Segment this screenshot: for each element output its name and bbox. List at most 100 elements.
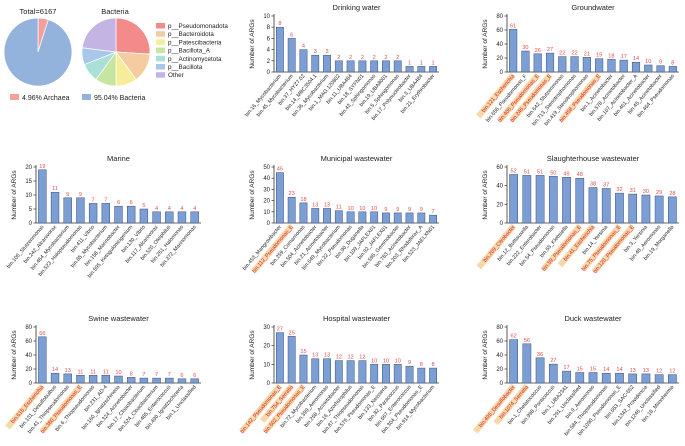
y-tick-label: 0 bbox=[29, 381, 33, 387]
bar bbox=[558, 56, 567, 73]
y-tick-label: 30 bbox=[263, 325, 270, 331]
bar bbox=[50, 372, 60, 384]
value-label: 10 bbox=[371, 206, 377, 212]
pie-total-title: Total=6167 bbox=[20, 7, 57, 16]
y-tick-label: 60 bbox=[496, 28, 503, 34]
bacteria-legend-swatch-2 bbox=[156, 39, 165, 45]
value-label: 13 bbox=[65, 368, 71, 374]
value-label: 2 bbox=[349, 55, 352, 61]
y-tick-label: 80 bbox=[25, 325, 32, 331]
pie-bacteria-slices bbox=[81, 17, 151, 87]
bar bbox=[522, 343, 532, 384]
value-label: 13 bbox=[324, 202, 330, 208]
bar bbox=[323, 358, 331, 384]
pie-total-slices bbox=[3, 17, 73, 87]
value-label: 4 bbox=[155, 206, 158, 212]
y-axis-label: Number of ARGs bbox=[249, 330, 256, 380]
value-label: 4 bbox=[180, 206, 183, 212]
value-label: 52 bbox=[510, 168, 516, 174]
value-label: 2 bbox=[384, 55, 387, 61]
value-label: 30 bbox=[522, 45, 528, 51]
value-label: 2 bbox=[337, 55, 340, 61]
pie-bacteria-slice-0 bbox=[115, 17, 151, 55]
bar bbox=[654, 374, 664, 384]
value-label: 36 bbox=[537, 352, 543, 358]
value-label: 6 bbox=[290, 32, 293, 38]
bar bbox=[88, 375, 98, 384]
value-label: 8 bbox=[671, 60, 674, 66]
bar bbox=[139, 377, 149, 384]
value-label: 7 bbox=[142, 372, 145, 378]
y-tick-label: 20 bbox=[496, 367, 503, 373]
pie-bacteria-legend: p__Pseudomonadotap__Bacteroidotap__Pates… bbox=[156, 23, 228, 79]
chart-title: Slaughterhouse wastewater bbox=[547, 154, 640, 163]
value-label: 9 bbox=[384, 207, 387, 213]
value-label: 9 bbox=[408, 207, 411, 213]
y-tick-label: 6 bbox=[267, 36, 271, 42]
value-label: 11 bbox=[78, 369, 84, 375]
value-label: 48 bbox=[577, 172, 583, 178]
bar bbox=[114, 375, 123, 384]
value-label: 6 bbox=[130, 200, 133, 206]
y-tick-label: 0 bbox=[500, 221, 504, 227]
bar bbox=[601, 372, 611, 384]
y-tick-label: 10 bbox=[25, 193, 32, 199]
value-label: 10 bbox=[383, 358, 389, 364]
value-label: 6 bbox=[193, 373, 196, 379]
y-tick-label: 40 bbox=[25, 353, 32, 359]
y-tick-label: 40 bbox=[496, 42, 503, 48]
bar bbox=[275, 26, 284, 73]
value-label: 8 bbox=[130, 371, 133, 377]
value-label: 2 bbox=[373, 55, 376, 61]
value-label: 21 bbox=[584, 51, 590, 57]
bar bbox=[628, 193, 638, 224]
y-tick-label: 0 bbox=[500, 70, 504, 76]
y-tick-label: 40 bbox=[263, 176, 270, 182]
y-tick-label: 0 bbox=[500, 381, 504, 387]
y-tick-label: 20 bbox=[263, 344, 270, 350]
value-label: 12 bbox=[336, 355, 342, 361]
bacteria-legend-swatch-0 bbox=[156, 23, 165, 29]
y-tick-label: 0 bbox=[267, 381, 271, 387]
value-label: 2 bbox=[396, 55, 399, 61]
value-label: 18 bbox=[608, 53, 614, 59]
bar bbox=[405, 212, 414, 224]
bar bbox=[615, 372, 624, 384]
bar bbox=[509, 29, 518, 73]
bar bbox=[76, 197, 85, 224]
bar bbox=[311, 54, 320, 73]
value-label: 5 bbox=[142, 203, 145, 209]
value-label: 7 bbox=[104, 197, 107, 203]
bar bbox=[429, 367, 438, 384]
y-axis-label: Number of ARGs bbox=[482, 170, 489, 220]
pie-bacteria: Bacteria p__Pseudomonadotap__Bacteroidot… bbox=[81, 7, 228, 87]
value-label: 15 bbox=[577, 367, 583, 373]
bacteria-legend-label-5: p__Bacillota bbox=[168, 64, 203, 71]
bar bbox=[190, 378, 199, 384]
bar bbox=[644, 64, 653, 73]
bar bbox=[127, 205, 136, 224]
highlight-bg bbox=[473, 383, 517, 434]
value-label: 6 bbox=[117, 200, 120, 206]
y-tick-label: 2 bbox=[267, 59, 271, 65]
y-tick-label: 20 bbox=[263, 199, 270, 205]
bar bbox=[393, 60, 402, 73]
bar bbox=[152, 211, 161, 224]
chart-5: Swine wastewater Number of ARGs 0 20 40 60 80 6… bbox=[5, 314, 201, 435]
value-label: 18 bbox=[300, 197, 306, 203]
bar bbox=[615, 192, 624, 224]
value-label: 6 bbox=[180, 373, 183, 379]
bar bbox=[382, 60, 390, 73]
value-label: 14 bbox=[603, 367, 609, 373]
bar bbox=[190, 211, 199, 224]
bar bbox=[358, 211, 367, 224]
bar bbox=[509, 339, 518, 384]
bar bbox=[417, 212, 426, 224]
chart-title: Groundwater bbox=[571, 3, 615, 12]
y-tick-label: 10 bbox=[263, 362, 270, 368]
bacteria-legend-label-2: p__Patescibacteria bbox=[168, 39, 222, 46]
bar bbox=[582, 57, 591, 73]
value-label: 9 bbox=[420, 207, 423, 213]
